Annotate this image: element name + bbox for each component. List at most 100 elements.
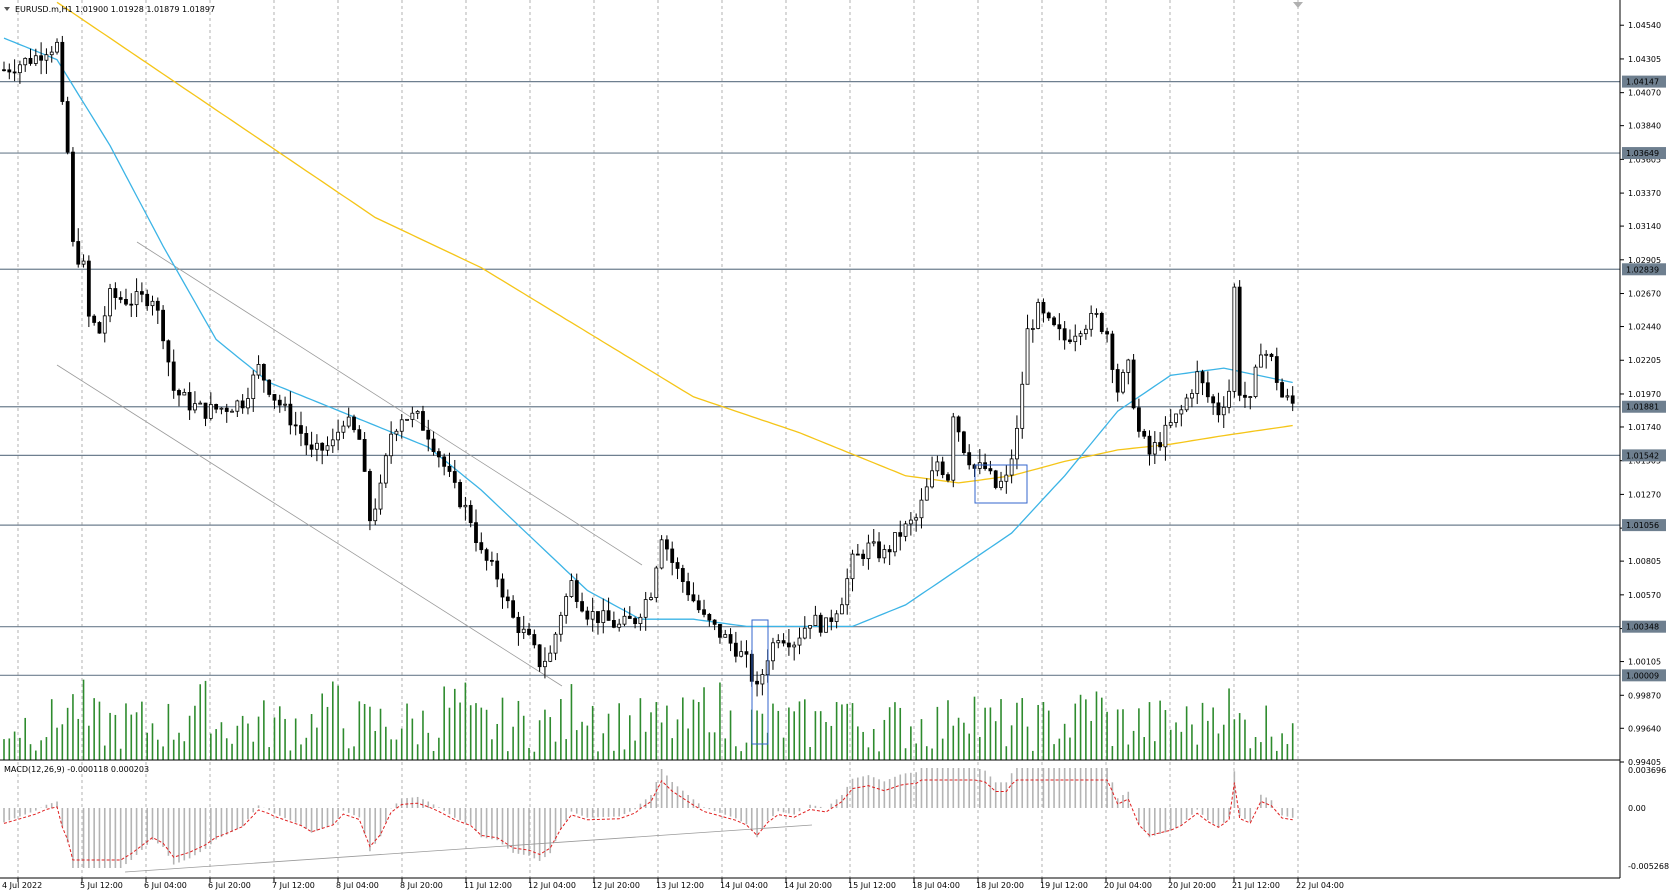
selection-box-low[interactable] bbox=[751, 619, 769, 745]
candle-body bbox=[707, 614, 712, 621]
selection-box[interactable] bbox=[974, 464, 1028, 504]
candle-body bbox=[680, 568, 685, 582]
candle-body bbox=[887, 549, 892, 553]
price-tick-label: 1.02670 bbox=[1628, 290, 1661, 299]
price-level-label-bg bbox=[1622, 400, 1666, 413]
symbol-dropdown-icon[interactable] bbox=[4, 7, 10, 11]
candle-body bbox=[1174, 413, 1178, 423]
candle-body bbox=[346, 416, 351, 427]
candle-body bbox=[845, 578, 850, 606]
candle-body bbox=[150, 300, 155, 307]
time-tick-label: 8 Jul 04:00 bbox=[336, 881, 379, 890]
candle-body bbox=[686, 581, 691, 596]
candle-body bbox=[1041, 302, 1046, 314]
candle-body bbox=[224, 407, 229, 412]
candle-body bbox=[585, 610, 590, 620]
candle-body bbox=[1057, 324, 1062, 330]
candle-body bbox=[1168, 422, 1173, 426]
price-tick-label: 1.02905 bbox=[1628, 256, 1661, 265]
candle-body bbox=[452, 471, 457, 483]
candle-body bbox=[447, 465, 452, 472]
symbol-info: EURUSD.m,H1 1.01900 1.01928 1.01879 1.01… bbox=[15, 5, 215, 14]
candle-body bbox=[81, 260, 86, 265]
candle-body bbox=[797, 637, 802, 646]
price-level-label-bg bbox=[1622, 263, 1666, 276]
candle-body bbox=[649, 597, 653, 600]
candle-body bbox=[203, 402, 208, 419]
candle-body bbox=[33, 55, 38, 64]
price-tick-label: 0.99640 bbox=[1628, 724, 1661, 733]
price-level-label-bg bbox=[1622, 75, 1666, 88]
candle-body bbox=[134, 291, 139, 306]
candle-body bbox=[1020, 383, 1025, 429]
candle-body bbox=[230, 410, 234, 413]
candle-body bbox=[18, 64, 22, 74]
candle-body bbox=[261, 364, 266, 381]
price-level-label: 1.04147 bbox=[1626, 78, 1659, 87]
ma-fast-line bbox=[3, 37, 1293, 628]
time-tick-label: 19 Jul 12:00 bbox=[1040, 881, 1088, 890]
candle-body bbox=[309, 444, 314, 450]
candle-body bbox=[426, 429, 431, 440]
candle-body bbox=[314, 442, 319, 450]
candle-body bbox=[299, 425, 303, 434]
candle-body bbox=[484, 549, 489, 561]
price-level-label: 1.01542 bbox=[1626, 451, 1659, 460]
scroll-marker-icon[interactable] bbox=[1293, 2, 1303, 8]
price-level-label-bg bbox=[1622, 147, 1666, 160]
candle-body bbox=[1036, 302, 1041, 329]
price-level-label-bg bbox=[1622, 519, 1666, 532]
macd-axis-label: 0.003696 bbox=[1628, 766, 1666, 775]
time-tick-label: 6 Jul 04:00 bbox=[144, 881, 187, 890]
candle-body bbox=[277, 399, 282, 406]
candle-body bbox=[866, 542, 871, 560]
candle-body bbox=[1200, 371, 1205, 384]
candle-body bbox=[97, 322, 102, 334]
price-tick-label: 1.01970 bbox=[1628, 390, 1661, 399]
trend-channel[interactable] bbox=[56, 241, 643, 687]
time-tick-label: 8 Jul 20:00 bbox=[400, 881, 443, 890]
candle-body bbox=[760, 674, 765, 685]
candle-body bbox=[1237, 286, 1242, 396]
candle-body bbox=[1062, 328, 1067, 341]
candle-body bbox=[118, 297, 123, 300]
price-tick-label: 1.00805 bbox=[1628, 557, 1661, 566]
price-tick-label: 1.01740 bbox=[1628, 423, 1661, 432]
time-tick-label: 15 Jul 12:00 bbox=[848, 881, 896, 890]
candle-body bbox=[1068, 339, 1072, 343]
time-tick-label: 12 Jul 20:00 bbox=[592, 881, 640, 890]
price-axis[interactable]: 1.04540 1.04305 1.04070 1.03840 1.03605 1.033… bbox=[1620, 21, 1669, 871]
candle-body bbox=[49, 51, 54, 56]
candle-body bbox=[436, 451, 441, 458]
candle-body bbox=[479, 542, 484, 551]
candle-body bbox=[187, 392, 192, 411]
candle-body bbox=[304, 433, 309, 446]
candle-body bbox=[691, 594, 696, 602]
candle-body bbox=[665, 539, 669, 550]
candle-body bbox=[961, 431, 966, 454]
time-tick-label: 21 Jul 12:00 bbox=[1232, 881, 1280, 890]
candle-body bbox=[813, 614, 818, 626]
candle-body bbox=[1290, 395, 1295, 404]
candle-body bbox=[336, 431, 341, 441]
candle-body bbox=[940, 461, 945, 476]
price-level-label: 1.02839 bbox=[1626, 265, 1659, 274]
candle-body bbox=[1205, 382, 1210, 398]
candle-body bbox=[914, 517, 919, 521]
candle-body bbox=[468, 504, 473, 524]
candle-body bbox=[516, 616, 521, 633]
candle-body bbox=[341, 425, 346, 433]
candle-body bbox=[1094, 312, 1099, 315]
candle-body bbox=[781, 640, 786, 644]
price-level-label: 1.00348 bbox=[1626, 623, 1659, 632]
horizontal-levels[interactable] bbox=[0, 81, 1620, 676]
candle-body bbox=[1099, 312, 1104, 332]
candle-body bbox=[1131, 359, 1136, 409]
price-tick-label: 1.03840 bbox=[1628, 122, 1661, 131]
candle-body bbox=[882, 549, 887, 559]
time-axis[interactable]: 4 Jul 2022 5 Jul 12:00 6 Jul 04:00 6 Jul 20… bbox=[2, 878, 1344, 890]
candle-body bbox=[718, 623, 722, 638]
time-tick-label: 20 Jul 20:00 bbox=[1168, 881, 1216, 890]
